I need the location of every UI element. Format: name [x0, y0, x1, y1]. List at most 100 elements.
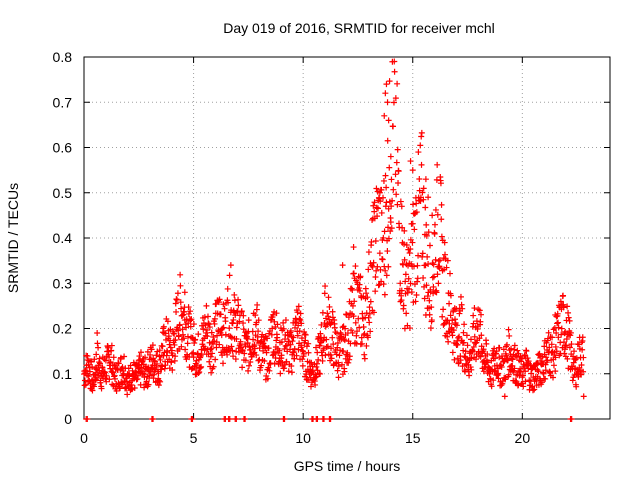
data-point [244, 340, 251, 347]
data-point [334, 344, 341, 351]
data-point [143, 378, 150, 385]
data-point [206, 324, 213, 331]
data-point [560, 304, 567, 311]
data-point [123, 378, 130, 385]
data-point [415, 149, 422, 156]
data-point [325, 313, 332, 320]
data-point [416, 175, 423, 182]
data-point [149, 342, 156, 349]
data-point [224, 285, 231, 292]
axis-ticks: 0 0.1 0.2 0.3 0.4 0.5 0.6 0.7 0.8 0 5 10 15 20 [53, 49, 610, 446]
data-point [522, 378, 529, 385]
data-point [102, 357, 109, 364]
data-point [355, 285, 362, 292]
data-point [205, 321, 212, 328]
data-point [392, 95, 399, 102]
data-point [366, 304, 373, 311]
data-point-peak [350, 244, 357, 251]
data-point [407, 245, 414, 252]
data-point [450, 327, 457, 334]
data-point [264, 335, 271, 342]
data-point [502, 374, 509, 381]
data-point [107, 365, 114, 372]
data-point [274, 321, 281, 328]
data-point [552, 354, 559, 361]
data-point [334, 367, 341, 374]
data-point [192, 336, 199, 343]
data-point [389, 197, 396, 204]
data-point [401, 227, 408, 234]
data-point [86, 368, 93, 375]
data-point-peak [381, 112, 388, 119]
data-point [296, 315, 303, 322]
data-point [456, 310, 463, 317]
data-point [423, 232, 430, 239]
data-point [517, 365, 524, 372]
grid-lines [84, 57, 610, 419]
data-point [412, 298, 419, 305]
data-point [563, 336, 570, 343]
data-point [373, 185, 380, 192]
data-point [267, 360, 274, 367]
data-point [357, 273, 364, 280]
data-point [366, 310, 373, 317]
data-point [430, 261, 437, 268]
y-tick-label: 0.1 [53, 366, 73, 382]
data-point [178, 343, 185, 350]
data-point [227, 333, 234, 340]
data-point [164, 318, 171, 325]
data-point [240, 320, 247, 327]
data-point [293, 318, 300, 325]
data-point [211, 320, 218, 327]
data-point-peak [580, 393, 587, 400]
x-tick-label: 10 [295, 430, 311, 446]
data-point [352, 319, 359, 326]
data-point [402, 271, 409, 278]
data-point [365, 249, 372, 256]
data-point [256, 345, 263, 352]
data-point [459, 363, 466, 370]
data-point [361, 355, 368, 362]
data-point [179, 331, 186, 338]
data-point [438, 216, 445, 223]
data-point [297, 317, 304, 324]
data-point [322, 352, 329, 359]
data-point [367, 298, 374, 305]
data-point [453, 322, 460, 329]
data-point [440, 306, 447, 313]
data-point [371, 208, 378, 215]
data-point [470, 343, 477, 350]
data-point [453, 305, 460, 312]
data-point [496, 354, 503, 361]
data-point [324, 310, 331, 317]
data-point [404, 289, 411, 296]
data-point [282, 317, 289, 324]
data-point [457, 293, 464, 300]
data-point [552, 343, 559, 350]
data-point [127, 362, 134, 369]
data-point-peak [409, 167, 416, 174]
data-point [180, 335, 187, 342]
data-point [391, 58, 398, 65]
data-point [274, 334, 281, 341]
data-point [119, 364, 126, 371]
data-point [579, 334, 586, 341]
data-point [294, 309, 301, 316]
data-point [323, 344, 330, 351]
data-point [356, 281, 363, 288]
data-point [151, 357, 158, 364]
data-point [365, 266, 372, 273]
data-point [319, 357, 326, 364]
data-point [435, 280, 442, 287]
data-point [383, 199, 390, 206]
data-point [411, 226, 418, 233]
data-point [514, 354, 521, 361]
data-point [578, 362, 585, 369]
data-point [415, 252, 422, 259]
data-point [225, 299, 232, 306]
data-point [419, 189, 426, 196]
data-point [157, 356, 164, 363]
data-point-peak [181, 289, 188, 296]
data-point [190, 321, 197, 328]
